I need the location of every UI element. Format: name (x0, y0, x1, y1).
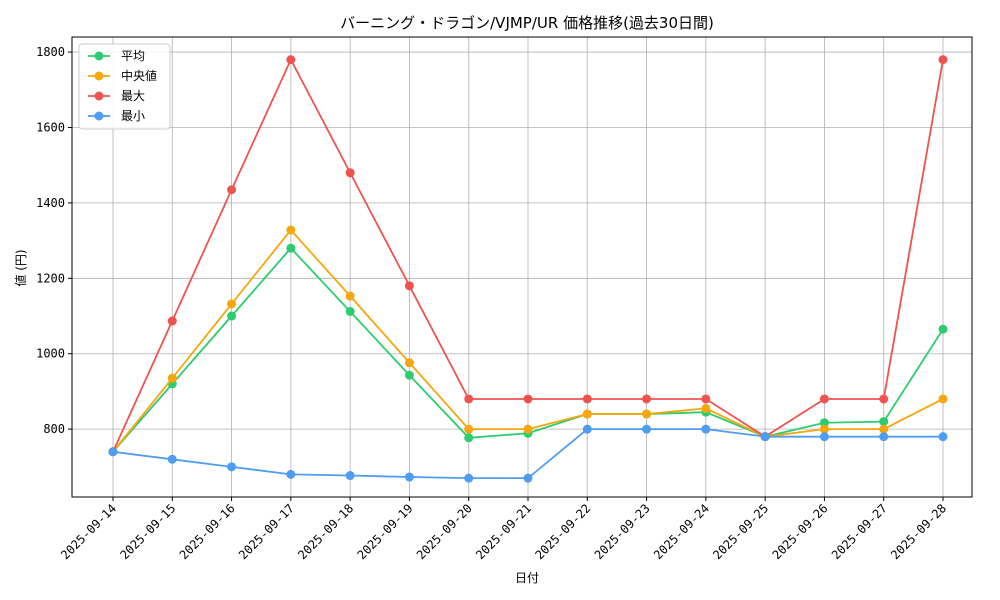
legend-label: 最大 (121, 89, 145, 103)
y-tick-label: 1000 (36, 347, 65, 361)
data-point (404, 281, 414, 291)
y-tick-label: 1800 (36, 45, 65, 59)
legend-marker (94, 91, 104, 101)
data-point (286, 243, 296, 253)
data-point (938, 324, 948, 334)
data-point (345, 306, 355, 316)
data-point (819, 394, 829, 404)
data-point (167, 316, 177, 326)
data-point (879, 417, 889, 427)
data-point (464, 394, 474, 404)
legend-item: 平均 (88, 49, 145, 63)
data-point (286, 469, 296, 479)
chart-title: バーニング・ドラゴン/VJMP/UR 価格推移(過去30日間) (340, 14, 714, 32)
legend-label: 平均 (121, 49, 145, 63)
data-point (464, 473, 474, 483)
series-中央値 (108, 225, 948, 457)
legend-item: 中央値 (88, 68, 157, 83)
data-point (642, 424, 652, 434)
legend-marker (94, 71, 104, 81)
x-axis-label: 日付 (515, 571, 539, 585)
data-point (227, 462, 237, 472)
data-point (938, 55, 948, 65)
data-point (582, 409, 592, 419)
data-point (523, 424, 533, 434)
data-point (760, 432, 770, 442)
data-point (523, 473, 533, 483)
data-point (938, 394, 948, 404)
data-point (286, 55, 296, 65)
data-point (227, 185, 237, 195)
plot-frame (71, 36, 973, 498)
legend-label: 中央値 (121, 68, 157, 83)
y-tick-label: 1400 (36, 196, 65, 210)
data-point (523, 394, 533, 404)
data-point (227, 311, 237, 321)
series-最小 (108, 424, 948, 483)
data-point (879, 394, 889, 404)
grid-lines (72, 37, 972, 497)
data-point (345, 471, 355, 481)
data-point (582, 394, 592, 404)
data-point (701, 394, 711, 404)
legend-label: 最小 (121, 109, 145, 123)
data-point (227, 299, 237, 309)
legend-item: 最小 (88, 109, 145, 123)
legend-marker (94, 51, 104, 61)
legend-box (78, 43, 171, 130)
data-point (819, 432, 829, 442)
y-tick-label: 1200 (36, 271, 65, 285)
data-point (582, 424, 592, 434)
data-point (345, 168, 355, 178)
data-point (879, 424, 889, 434)
data-point (701, 424, 711, 434)
y-tick-label: 800 (43, 422, 65, 436)
y-tick-label: 1600 (36, 120, 65, 134)
data-point (167, 454, 177, 464)
data-point (819, 418, 829, 428)
data-point (701, 403, 711, 413)
data-point (464, 424, 474, 434)
series-最大 (108, 55, 948, 457)
legend-item: 最大 (88, 89, 145, 103)
data-point (404, 358, 414, 368)
legend-marker (94, 111, 104, 121)
data-point (464, 433, 474, 443)
series-lines (108, 55, 948, 483)
data-point (642, 394, 652, 404)
data-point (819, 424, 829, 434)
data-point (404, 472, 414, 482)
data-point (345, 291, 355, 301)
data-point (938, 432, 948, 442)
data-point (404, 370, 414, 380)
data-point (642, 409, 652, 419)
data-point (108, 447, 118, 457)
data-point (879, 432, 889, 442)
y-axis-label: 値 (円) (13, 249, 28, 286)
data-point (286, 225, 296, 235)
data-point (167, 373, 177, 383)
